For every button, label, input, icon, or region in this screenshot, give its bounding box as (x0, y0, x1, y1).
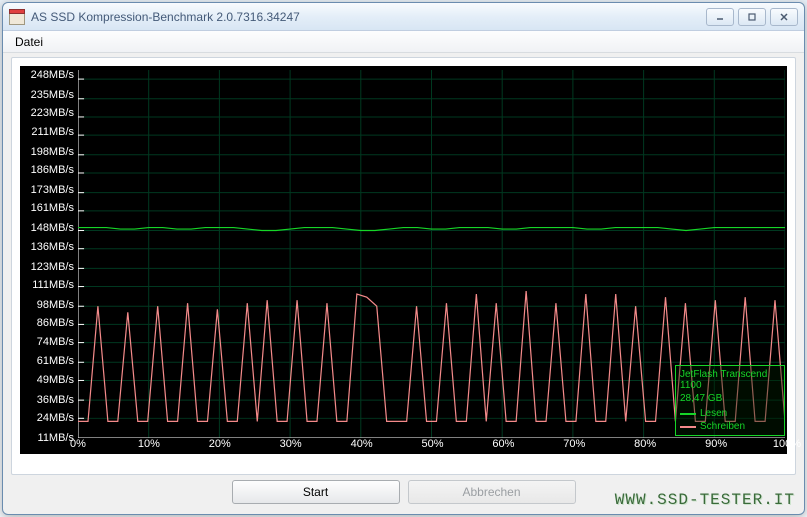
menubar: Datei (3, 31, 804, 53)
x-tick-label: 80% (634, 438, 656, 450)
x-tick-label: 30% (280, 438, 302, 450)
chart: 248MB/s235MB/s223MB/s211MB/s198MB/s186MB… (20, 66, 787, 454)
menu-file[interactable]: Datei (7, 33, 51, 51)
y-axis-labels: 248MB/s235MB/s223MB/s211MB/s198MB/s186MB… (20, 66, 78, 438)
legend-device: JetFlash Transcend 1100 (680, 369, 780, 391)
start-button[interactable]: Start (232, 480, 400, 504)
legend-capacity: 28,47 GB (680, 393, 780, 404)
maximize-button[interactable] (738, 8, 766, 26)
cancel-button[interactable]: Abbrechen (408, 480, 576, 504)
content-panel: 248MB/s235MB/s223MB/s211MB/s198MB/s186MB… (11, 57, 796, 475)
button-row: Start Abbrechen (3, 480, 804, 504)
legend-write-label: Schreiben (700, 421, 745, 432)
titlebar[interactable]: AS SSD Kompression-Benchmark 2.0.7316.34… (3, 3, 804, 31)
legend-read-swatch (680, 413, 696, 415)
window-controls (706, 8, 798, 26)
x-axis-labels: 0%10%20%30%40%50%60%70%80%90%100% (78, 438, 787, 454)
x-tick-label: 10% (138, 438, 160, 450)
x-tick-label: 60% (492, 438, 514, 450)
app-icon (9, 9, 25, 25)
app-window: AS SSD Kompression-Benchmark 2.0.7316.34… (2, 2, 805, 515)
legend-write-swatch (680, 426, 696, 428)
legend: JetFlash Transcend 1100 28,47 GB Lesen S… (675, 365, 785, 436)
x-tick-label: 90% (705, 438, 727, 450)
close-button[interactable] (770, 8, 798, 26)
window-title: AS SSD Kompression-Benchmark 2.0.7316.34… (31, 10, 706, 24)
x-tick-label: 0% (70, 438, 86, 450)
x-tick-label: 70% (563, 438, 585, 450)
legend-read: Lesen (680, 408, 780, 419)
legend-write: Schreiben (680, 421, 780, 432)
minimize-button[interactable] (706, 8, 734, 26)
x-tick-label: 40% (351, 438, 373, 450)
x-tick-label: 100% (773, 438, 801, 450)
x-tick-label: 20% (209, 438, 231, 450)
x-tick-label: 50% (421, 438, 443, 450)
legend-read-label: Lesen (700, 408, 727, 419)
